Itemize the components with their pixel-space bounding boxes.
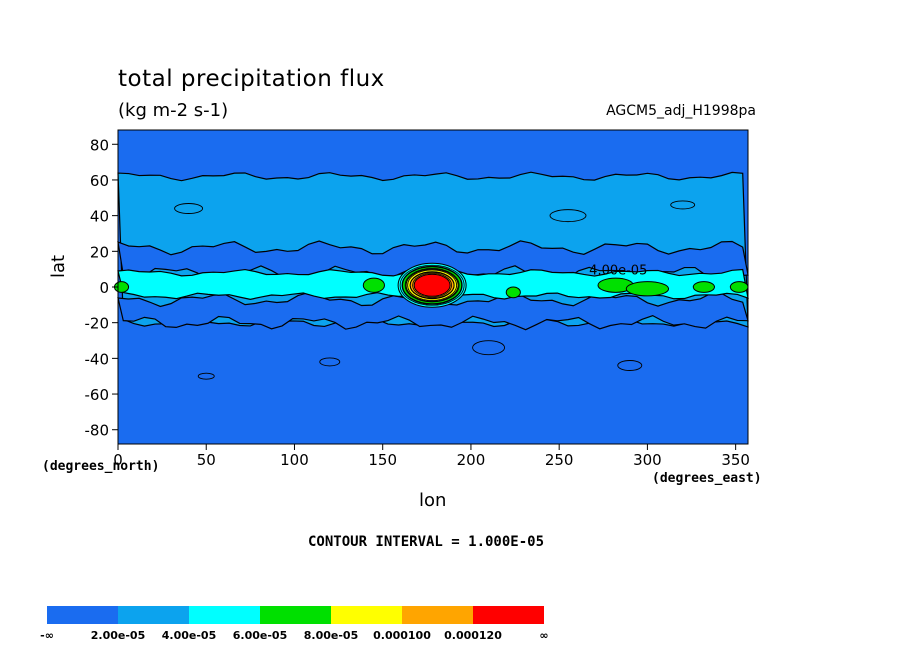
colorbar-swatch bbox=[473, 606, 544, 624]
max-contour-line bbox=[409, 271, 455, 300]
contour-loop bbox=[472, 340, 506, 356]
colorbar-swatch bbox=[118, 606, 189, 624]
green-patch bbox=[692, 281, 715, 293]
x-tick-label: 250 bbox=[545, 451, 574, 469]
x-tick-label: 200 bbox=[457, 451, 486, 469]
colorbar-label: 0.000120 bbox=[444, 629, 502, 642]
colorbar-label: ∞ bbox=[539, 629, 548, 642]
contour-label: 4.00e-05 bbox=[589, 264, 647, 279]
max-contour-line bbox=[407, 269, 458, 301]
colorbar-label: 6.00e-05 bbox=[233, 629, 287, 642]
y-tick-label: 80 bbox=[90, 136, 109, 154]
contour-loop bbox=[174, 203, 204, 214]
max-contour-line bbox=[402, 266, 463, 305]
x-tick-label: 100 bbox=[280, 451, 309, 469]
y-tick-label: -80 bbox=[85, 422, 110, 440]
green-patch bbox=[729, 281, 749, 293]
x-axis-units: (degrees_east) bbox=[652, 471, 762, 486]
y-tick-label: 0 bbox=[99, 279, 109, 297]
contour-loop bbox=[549, 209, 587, 223]
colorbar-swatch bbox=[47, 606, 118, 624]
y-tick-label: -60 bbox=[85, 386, 110, 404]
colorbar-label: 4.00e-05 bbox=[162, 629, 216, 642]
colorbar-swatch bbox=[189, 606, 260, 624]
colorbar-swatch bbox=[402, 606, 473, 624]
max-center-fill bbox=[416, 275, 449, 296]
y-axis-label: lat bbox=[48, 254, 69, 278]
y-tick-label: 60 bbox=[90, 172, 109, 190]
x-tick-label: 350 bbox=[721, 451, 750, 469]
chart-units: (kg m-2 s-1) bbox=[118, 100, 229, 121]
x-tick-label: 150 bbox=[368, 451, 397, 469]
y-tick-label: 20 bbox=[90, 243, 109, 261]
colorbar-label: 8.00e-05 bbox=[304, 629, 358, 642]
chart-title: total precipitation flux bbox=[118, 66, 385, 92]
green-patch bbox=[505, 286, 521, 299]
colorbar: -∞ 2.00e-05 4.00e-05 6.00e-05 8.00e-05 0.0001… bbox=[40, 606, 549, 642]
max-contour-line bbox=[399, 264, 465, 306]
colorbar-label: 2.00e-05 bbox=[91, 629, 145, 642]
dataset-name: AGCM5_adj_H1998pa bbox=[606, 103, 756, 119]
max-contour-line bbox=[412, 272, 453, 298]
green-patch bbox=[625, 281, 670, 297]
colorbar-label: 0.000100 bbox=[373, 629, 431, 642]
contour-map: 4.00e-05 bbox=[113, 130, 749, 444]
y-axis-units: (degrees_north) bbox=[42, 459, 160, 474]
contour-loop bbox=[670, 200, 696, 210]
x-tick-label: 50 bbox=[197, 451, 216, 469]
contour-loop bbox=[617, 360, 643, 371]
y-tick-label: -20 bbox=[85, 315, 110, 333]
colorbar-label: -∞ bbox=[40, 629, 54, 642]
y-tick-label: 40 bbox=[90, 208, 109, 226]
contour-interval: CONTOUR INTERVAL = 1.000E-05 bbox=[308, 534, 545, 550]
x-axis-label: lon bbox=[419, 490, 447, 511]
max-contour-line bbox=[404, 268, 460, 303]
x-tick-label: 300 bbox=[633, 451, 662, 469]
contour-loop bbox=[319, 357, 341, 367]
colorbar-swatch bbox=[331, 606, 402, 624]
colorbar-swatch bbox=[260, 606, 331, 624]
contour-loop bbox=[197, 372, 215, 380]
green-patch bbox=[362, 277, 385, 293]
y-tick-label: -40 bbox=[85, 350, 110, 368]
x-tick-label: 0 bbox=[113, 451, 123, 469]
